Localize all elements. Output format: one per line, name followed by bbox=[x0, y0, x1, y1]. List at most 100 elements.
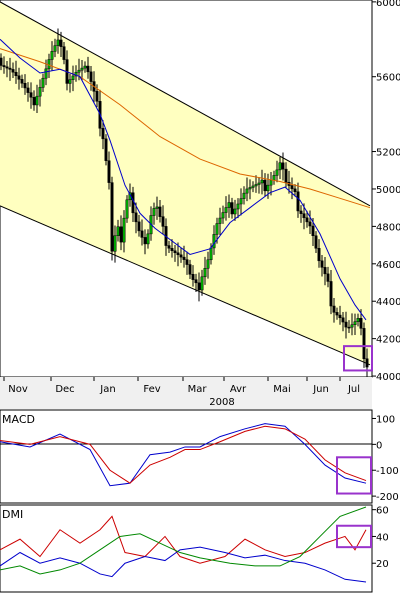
candle-body bbox=[275, 169, 279, 176]
dmi-tick-label: 40 bbox=[376, 532, 389, 543]
x-month-label: Avr bbox=[230, 384, 247, 395]
price-tick-label: 4200 bbox=[376, 335, 400, 346]
candle-body bbox=[116, 226, 120, 236]
candle-body bbox=[179, 254, 183, 258]
candle-body bbox=[143, 237, 147, 245]
candle-body bbox=[344, 321, 348, 328]
candle-body bbox=[206, 259, 210, 269]
candle-body bbox=[353, 321, 357, 325]
candle-body bbox=[146, 233, 150, 245]
candle-body bbox=[155, 206, 159, 209]
x-month-label: Dec bbox=[55, 384, 74, 395]
candle-body bbox=[20, 79, 24, 84]
price-highlight-rect bbox=[343, 345, 373, 372]
candle-body bbox=[95, 91, 99, 102]
price-tick-label: 4000 bbox=[376, 372, 400, 383]
candle-body bbox=[191, 274, 195, 280]
candle-body bbox=[182, 256, 186, 260]
candle-body bbox=[41, 77, 45, 88]
candle-body bbox=[170, 248, 174, 252]
candle-body bbox=[110, 182, 114, 252]
candle-body bbox=[158, 206, 162, 217]
candle-body bbox=[245, 188, 249, 194]
dmi-lines bbox=[0, 506, 367, 583]
candle-body bbox=[347, 326, 351, 329]
candle-body bbox=[302, 213, 306, 219]
candle-body bbox=[77, 69, 81, 73]
candle-body bbox=[125, 199, 129, 219]
candle-body bbox=[209, 247, 213, 261]
candle-body bbox=[215, 223, 219, 235]
candle-body bbox=[56, 39, 60, 46]
candle-body bbox=[299, 210, 303, 214]
macd-panel: MACD 100 0 -100 -200 bbox=[0, 409, 399, 504]
dmi-title: DMI bbox=[2, 508, 23, 521]
candle-body bbox=[332, 305, 336, 313]
moving-averages bbox=[0, 38, 371, 321]
candle-body bbox=[137, 221, 141, 232]
macd-tick-label: 0 bbox=[376, 440, 382, 451]
price-axis-y: 6000 5600 5200 5000 4800 4600 4400 4200 4000 bbox=[372, 0, 400, 383]
x-month-label: Nov bbox=[8, 384, 28, 395]
candle-body bbox=[356, 318, 360, 322]
candle-body bbox=[29, 92, 33, 98]
x-month-label: Jun bbox=[312, 384, 329, 395]
candle-body bbox=[272, 175, 276, 181]
candle-body bbox=[230, 202, 234, 215]
macd-highlight-rect bbox=[336, 456, 372, 495]
candle-body bbox=[254, 184, 258, 187]
candle-body bbox=[329, 281, 333, 307]
candle-body bbox=[203, 268, 207, 278]
candle-body bbox=[320, 260, 324, 268]
candle-body bbox=[269, 179, 273, 186]
dmi-highlight-box bbox=[336, 524, 372, 549]
candle-body bbox=[11, 69, 15, 73]
candle-body bbox=[26, 87, 30, 93]
dmi-highlight-rect bbox=[336, 524, 372, 549]
channel-fill bbox=[0, 1, 370, 365]
x-axis-year-label: 2008 bbox=[209, 397, 234, 408]
x-axis-bar bbox=[0, 377, 372, 409]
price-highlight-box bbox=[343, 345, 373, 372]
candle-body bbox=[326, 273, 330, 282]
x-month-label: Mai bbox=[273, 384, 291, 395]
x-month-label: Jul bbox=[347, 384, 360, 395]
candle-body bbox=[335, 312, 339, 316]
candle-body bbox=[359, 318, 363, 329]
candle-body bbox=[86, 65, 90, 73]
candle-body bbox=[17, 75, 21, 80]
candle-body bbox=[218, 217, 222, 224]
candle-body bbox=[281, 162, 285, 170]
price-panel: 6000 5600 5200 5000 4800 4600 4400 4200 4000 bbox=[0, 0, 400, 383]
x-axis: Nov Dec Jan Fev Mar Avr Mai Jun Jul 2008 bbox=[0, 377, 372, 409]
candle-body bbox=[113, 235, 117, 252]
channel-upper-line bbox=[0, 1, 371, 207]
candle-body bbox=[152, 208, 156, 216]
candle-body bbox=[242, 192, 246, 199]
candle-body bbox=[314, 235, 318, 249]
candle-body bbox=[122, 217, 126, 243]
dmi-tick-label: 20 bbox=[376, 559, 389, 570]
candle-body bbox=[53, 45, 57, 52]
candle-body bbox=[104, 138, 108, 161]
macd-highlight-box bbox=[336, 456, 372, 495]
candle-body bbox=[140, 230, 144, 238]
dmi-panel-frame bbox=[0, 504, 373, 593]
price-tick-label: 6000 bbox=[376, 0, 400, 9]
candle-body bbox=[341, 317, 345, 323]
candle-body bbox=[173, 250, 177, 254]
macd-tick-label: -100 bbox=[376, 466, 399, 477]
candle-body bbox=[8, 67, 12, 70]
candle-body bbox=[101, 128, 105, 140]
candle-body bbox=[227, 202, 231, 208]
dmi-series-2 bbox=[0, 506, 367, 575]
macd-axis-y: 100 0 -100 -200 bbox=[372, 414, 399, 503]
candle-body bbox=[119, 226, 123, 243]
dmi-axis-y: 60 40 20 bbox=[372, 506, 389, 570]
macd-tick-label: 100 bbox=[376, 414, 395, 425]
dmi-series-0 bbox=[0, 515, 367, 564]
candle-body bbox=[248, 187, 252, 190]
candle-body bbox=[2, 65, 6, 68]
candle-body bbox=[212, 234, 216, 249]
